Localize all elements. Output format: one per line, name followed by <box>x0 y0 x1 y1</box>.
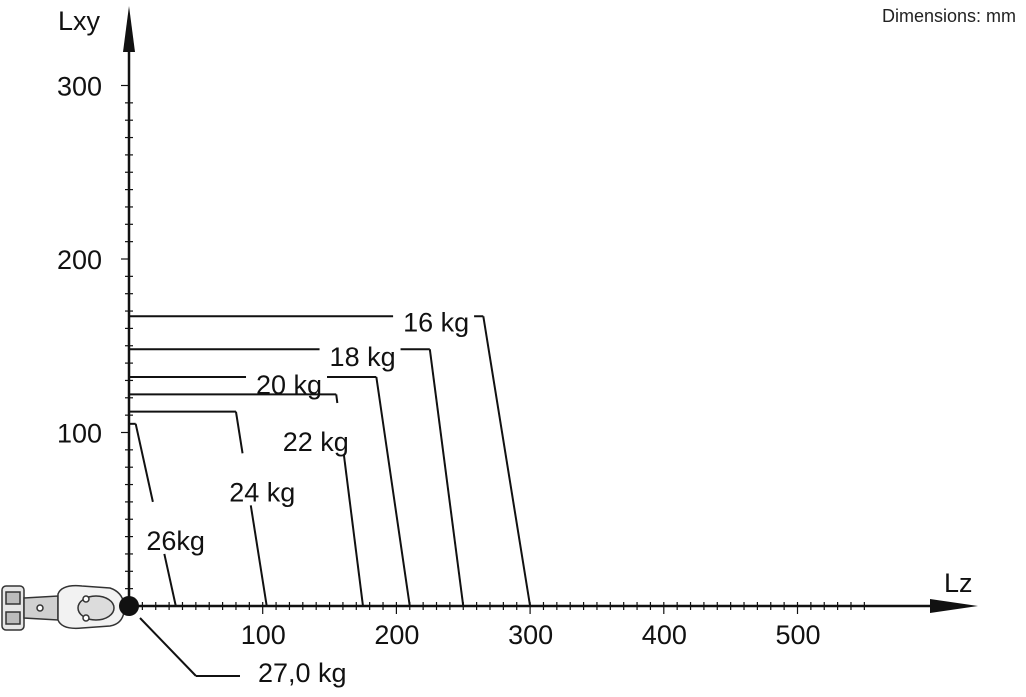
x-tick-label: 300 <box>508 620 553 650</box>
curve-label: 16 kg <box>403 307 469 337</box>
load-curve: 24 kg <box>129 410 295 607</box>
curve-slant <box>234 411 244 454</box>
x-tick-label: 500 <box>776 620 821 650</box>
units-note: Dimensions: mm <box>881 6 1016 26</box>
curve-label: 26kg <box>146 526 205 556</box>
y-axis-label: Lxy <box>58 6 101 36</box>
y-tick-label: 300 <box>57 72 102 102</box>
origin-load-label: 27,0 kg <box>258 658 347 688</box>
curve-label: 18 kg <box>330 342 396 372</box>
robot-wrist-icon <box>1 584 125 631</box>
x-axis-label: Lz <box>944 568 973 598</box>
load-curve: 18 kg <box>129 342 465 607</box>
y-tick-label: 200 <box>57 245 102 275</box>
curve-label: 22 kg <box>283 427 349 457</box>
load-curve: 16 kg <box>129 307 532 607</box>
curve-label: 20 kg <box>256 370 322 400</box>
curve-slant <box>342 454 364 607</box>
x-tick-label: 100 <box>241 620 286 650</box>
origin-marker: 27,0 kg <box>119 596 347 688</box>
curve-slant <box>163 553 177 607</box>
x-axis-arrow <box>930 599 978 613</box>
y-axis-arrow <box>123 6 135 52</box>
curve-slant <box>134 423 154 503</box>
x-tick-label: 200 <box>374 620 419 650</box>
curve-label: 24 kg <box>229 477 295 507</box>
x-tick-label: 400 <box>642 620 687 650</box>
axes: 100 200 300 100 200 300 400 500 <box>57 6 978 650</box>
curve-slant <box>249 505 268 607</box>
load-curve: 26kg <box>129 422 205 607</box>
y-tick-label: 100 <box>57 419 102 449</box>
load-curve: 22 kg <box>129 393 364 607</box>
curve-slant <box>335 394 339 404</box>
curve-slant <box>482 316 532 607</box>
curve-slant <box>428 349 465 607</box>
curve-slant <box>375 376 411 607</box>
